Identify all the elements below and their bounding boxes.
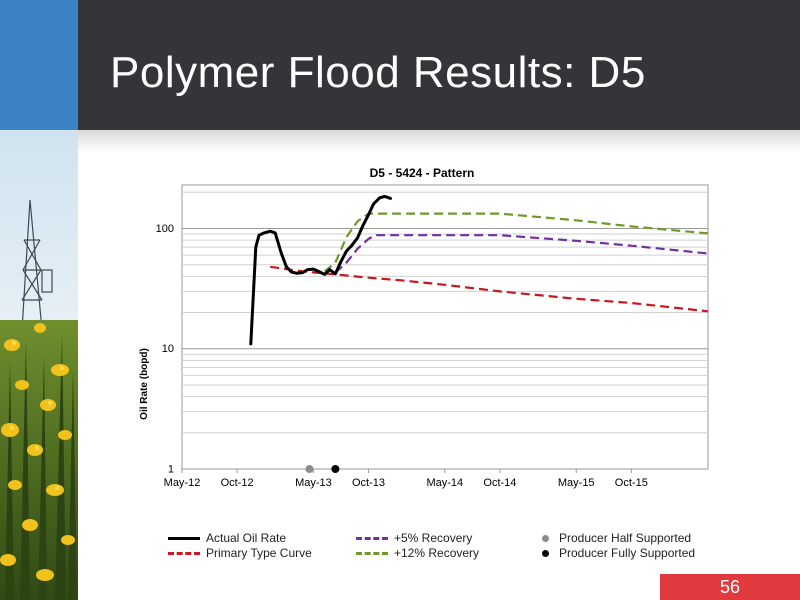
marker-producer-fully-supported [331,465,340,473]
marker-producer-half-supported [305,465,314,473]
header-shadow [78,130,800,152]
legend-dot-swatch [542,534,549,542]
header-bar [78,0,800,130]
x-tick-label: Oct-12 [221,477,254,489]
plot-area [181,184,709,470]
legend-item: +12% Recovery [356,545,479,561]
x-tick-label: May-14 [426,477,463,489]
chart-title: D5 - 5424 - Pattern [370,166,475,180]
series-line-5-recovery [334,234,709,274]
chart: D5 - 5424 - Pattern Oil Rate (bopd) 1 10 1… [120,155,740,495]
x-tick-label: Oct-14 [483,477,516,489]
series-line-12-recovery [323,212,709,273]
legend-item: Actual Oil Rate [168,530,286,546]
legend-label: Producer Half Supported [559,531,692,545]
chart-legend: Actual Oil Rate Primary Type Curve +5% Rec… [168,530,768,570]
x-tick-label: May-13 [295,477,332,489]
legend-line-swatch [168,551,200,555]
chart-svg: D5 - 5424 - Pattern Oil Rate (bopd) 1101… [139,166,709,489]
legend-label: Actual Oil Rate [206,531,287,545]
page-number-badge: 56 [660,574,800,600]
series-line-actual-oil-rate [249,194,392,346]
gridlines [182,191,708,434]
legend-line-swatch [356,536,388,540]
legend-label: +12% Recovery [394,546,480,560]
y-tick-label: 100 [156,223,174,235]
support-markers [305,465,340,473]
legend-dot-swatch [542,549,549,557]
y-tick-label: 10 [162,343,174,355]
legend-item: Producer Fully Supported [540,545,695,561]
legend-line-swatch [356,551,388,555]
tick-labels: 1 10 100 May-12 Oct-12 May-13 Oct-13 May-14 Oct-… [156,223,648,489]
data-series [249,194,709,346]
legend-label: Primary Type Curve [206,546,312,560]
oilfield-photo [0,130,78,600]
legend-item: +5% Recovery [356,530,472,546]
oilfield-photo-illustration [0,130,78,600]
legend-label: +5% Recovery [394,531,473,545]
legend-item: Producer Half Supported [540,530,691,546]
legend-label: Producer Fully Supported [559,546,696,560]
x-tick-label: Oct-15 [615,477,648,489]
y-axis-label: Oil Rate (bopd) [139,348,150,420]
x-tick-label: Oct-13 [352,477,385,489]
legend-item: Primary Type Curve [168,545,312,561]
x-tick-label: May-12 [164,477,201,489]
y-tick-label: 1 [168,464,174,476]
left-accent-block [0,0,78,130]
x-tick-label: May-15 [558,477,595,489]
legend-line-swatch [168,536,200,540]
slide-title: Polymer Flood Results: D5 [110,48,646,97]
